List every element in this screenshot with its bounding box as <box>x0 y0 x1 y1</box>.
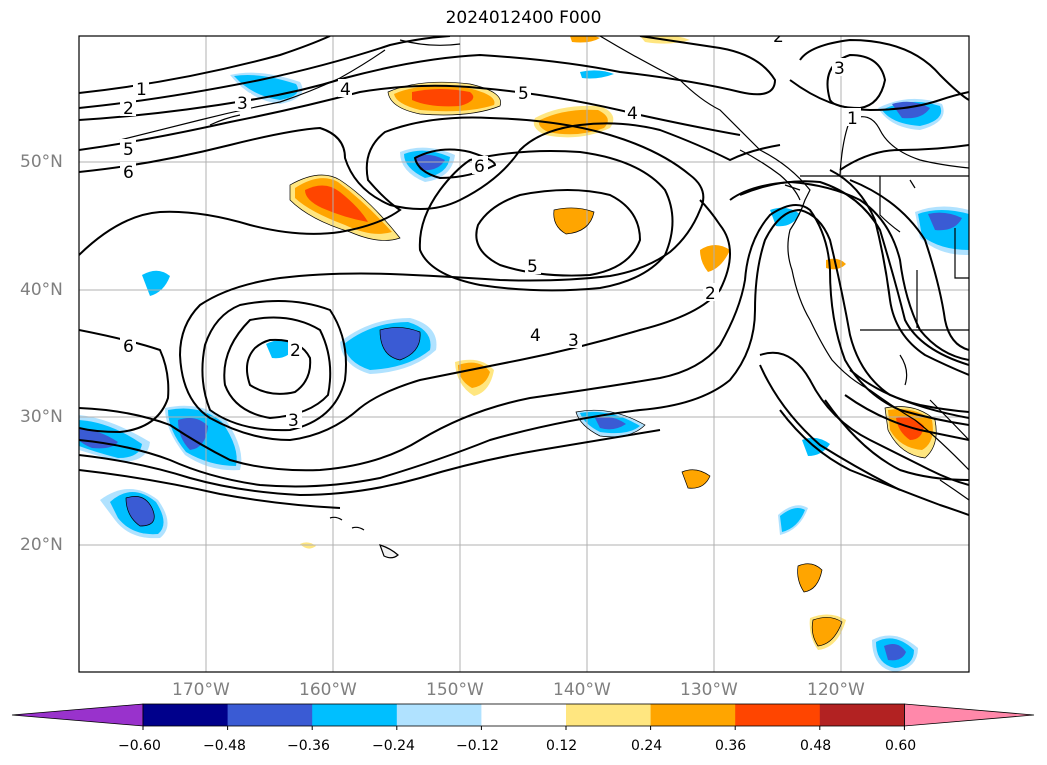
contour-label: 2 <box>123 99 134 119</box>
contour-label: 4 <box>530 326 541 346</box>
colorbar-segment <box>396 704 482 726</box>
colorbar-tick-label: −0.48 <box>203 738 246 754</box>
colorbar-segment <box>312 704 398 726</box>
lon-label-160w: 160°W <box>299 680 357 700</box>
colorbar-tick-label: 0.12 <box>546 738 578 754</box>
shaded-anomalies <box>79 36 969 672</box>
contour-label: 5 <box>123 140 134 160</box>
colorbar-tick-label: −0.24 <box>372 738 415 754</box>
colorbar-tick-label: 0.60 <box>885 738 917 754</box>
lon-label-130w: 130°W <box>680 680 738 700</box>
map-body: 1 2 3 4 5 6 5 4 3 2 1 6 5 4 <box>79 27 969 672</box>
contour-label: 4 <box>340 80 351 100</box>
contour-label: 2 <box>773 27 784 47</box>
lon-label-120w: 120°W <box>807 680 865 700</box>
contour-label: 3 <box>568 331 579 351</box>
colorbar-tick-label: −0.36 <box>287 738 330 754</box>
lat-label-40n: 40°N <box>20 280 63 300</box>
lat-label-20n: 20°N <box>20 535 63 555</box>
graticule <box>79 36 969 672</box>
map-frame <box>78 35 970 673</box>
coastlines <box>119 36 969 559</box>
map-title: 2024012400 F000 <box>445 8 602 28</box>
colorbar-segment <box>566 704 652 726</box>
contour-label: 6 <box>474 157 485 177</box>
contour-label: 6 <box>123 337 134 357</box>
colorbar-tick-label: 0.24 <box>631 738 663 754</box>
shade-outlines <box>125 81 937 647</box>
colorbar-tick-label: −0.12 <box>456 738 499 754</box>
contour-label: 3 <box>237 94 248 114</box>
contour-lines <box>79 36 969 516</box>
contour-label: 1 <box>847 109 858 129</box>
contour-label: 5 <box>527 257 538 277</box>
colorbar-arrow-right <box>904 703 1035 727</box>
colorbar-segment <box>227 704 313 726</box>
colorbar-segment <box>143 704 229 726</box>
contour-label: 2 <box>290 341 301 361</box>
colorbar-outline <box>142 703 905 727</box>
lat-label-50n: 50°N <box>20 152 63 172</box>
colorbar <box>11 703 1035 730</box>
contour-label-group: 1 2 3 4 5 6 5 4 3 2 1 6 5 4 <box>120 27 861 431</box>
colorbar-segment <box>819 704 905 726</box>
contour-label: 4 <box>627 104 638 124</box>
colorbar-segment <box>650 704 736 726</box>
contour-label: 3 <box>834 59 845 79</box>
contour-label: 6 <box>123 163 134 183</box>
lon-label-140w: 140°W <box>553 680 611 700</box>
colorbar-arrow-left <box>11 703 144 727</box>
lon-label-170w: 170°W <box>172 680 230 700</box>
contour-label: 3 <box>288 411 299 431</box>
lat-label-30n: 30°N <box>20 407 63 427</box>
contour-label: 2 <box>705 284 716 304</box>
colorbar-tick-label: 0.36 <box>715 738 747 754</box>
colorbar-segment <box>481 704 567 726</box>
contour-label: 5 <box>518 84 529 104</box>
colorbar-tick-label: −0.60 <box>118 738 161 754</box>
colorbar-segment <box>735 704 821 726</box>
colorbar-tick-label: 0.48 <box>800 738 832 754</box>
lon-label-150w: 150°W <box>426 680 484 700</box>
contour-label: 1 <box>136 80 147 100</box>
